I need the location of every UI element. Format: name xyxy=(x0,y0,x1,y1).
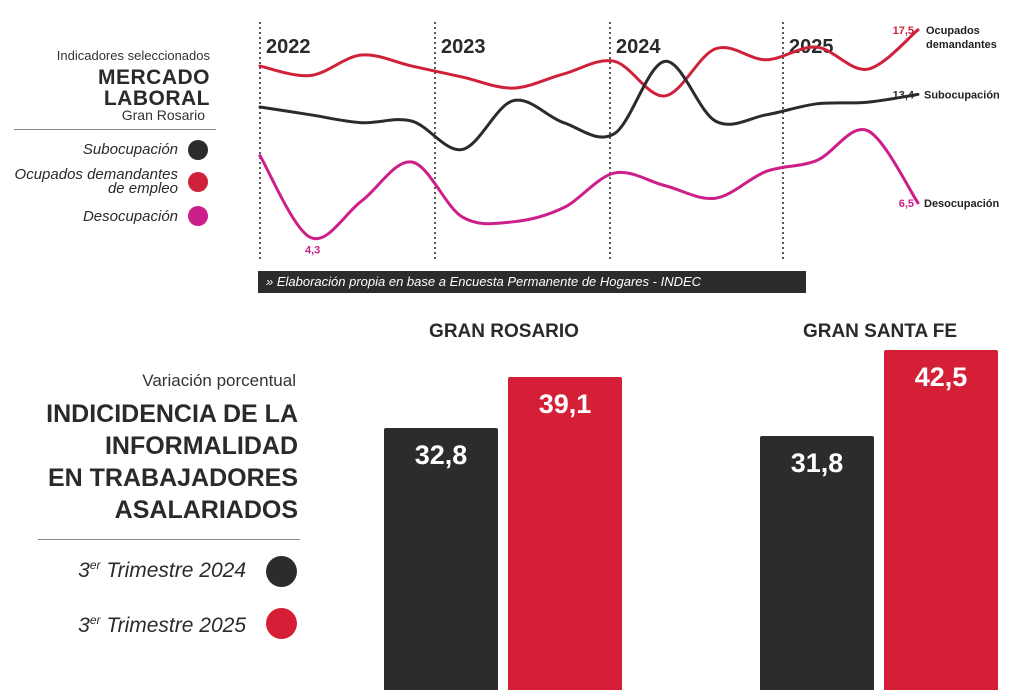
bar-value-label: 39,1 xyxy=(538,389,592,420)
bar-chart-title-line2: INFORMALIDAD xyxy=(104,432,298,460)
bar-legend-label-2025: 3er Trimestre 2025 xyxy=(0,613,246,638)
group-title-gran-santa-fe: GRAN SANTA FE xyxy=(802,321,958,342)
bar-value-label: 32,8 xyxy=(414,439,468,470)
bar-legend-2025-text: Trimestre 2025 xyxy=(100,614,246,637)
bar-legend-label-2024: 3er Trimestre 2024 xyxy=(0,558,246,583)
x-tick-2024: 2024 xyxy=(616,36,661,58)
bar-legend-2024-sup: er xyxy=(89,558,101,572)
source-note: » Elaboración propia en base a Encuesta … xyxy=(258,271,806,293)
end-value-ocupados-demandantes: 17,5 xyxy=(893,25,914,37)
legend-dot-desocupacion xyxy=(188,206,208,226)
point-label-desocupacion: 4,3 xyxy=(305,245,320,257)
end-name-desocupacion: Desocupación xyxy=(924,198,999,210)
bar-chart-title: INDICIDENCIA DE LA INFORMALIDAD EN TRABA… xyxy=(0,398,298,526)
series-line-subocupacion xyxy=(258,59,920,152)
series-line-desocupacion xyxy=(258,128,920,241)
x-tick-2022: 2022 xyxy=(266,36,311,58)
bar-gran-santa-fe-2025: 42,5 xyxy=(884,350,998,690)
chart-region: Gran Rosario xyxy=(121,107,205,123)
bar-chart-title-line1: INDICIDENCIA DE LA xyxy=(46,400,298,428)
end-value-desocupacion: 6,5 xyxy=(899,198,914,210)
legend-label-subocupacion: Subocupación xyxy=(82,141,178,158)
bar-legend-dot-2025 xyxy=(266,608,297,639)
bar-chart-subtitle: Variación porcentual xyxy=(142,371,296,390)
bar-legend-2024-text: Trimestre 2024 xyxy=(100,559,246,582)
legend-dot-subocupacion xyxy=(188,140,208,160)
bar-legend-2024-ordinal: 3 xyxy=(78,559,90,582)
end-value-subocupacion: 13,4 xyxy=(893,89,915,101)
bar-legend-divider xyxy=(38,539,300,540)
end-name-subocupacion: Subocupación xyxy=(924,89,1000,101)
bar-gran-rosario-2024: 32,8 xyxy=(384,427,498,690)
legend-dot-ocupados xyxy=(188,172,208,192)
chart-title-line2: LABORAL xyxy=(103,87,210,110)
bar-gran-rosario-2025: 39,1 xyxy=(508,377,622,690)
bar-legend-2025-ordinal: 3 xyxy=(78,614,90,637)
bar-chart-title-line4: ASALARIADOS xyxy=(114,496,298,524)
bar-legend-dot-2024 xyxy=(266,556,297,587)
legend-label-ocupados-2: de empleo xyxy=(107,180,178,197)
chart-subtitle: Indicadores seleccionados xyxy=(56,48,210,63)
x-tick-2023: 2023 xyxy=(441,36,486,58)
legend-label-desocupacion: Desocupación xyxy=(82,208,178,225)
end-name-ocupados-demandantes-1: Ocupados xyxy=(926,25,980,37)
legend-label-ocupados-1: Ocupados demandantes xyxy=(14,166,178,183)
end-name-ocupados-demandantes-2: demandantes xyxy=(926,39,997,51)
group-title-gran-rosario: GRAN ROSARIO xyxy=(429,321,579,342)
bar-value-label: 42,5 xyxy=(914,362,968,392)
bar-value-label: 31,8 xyxy=(790,447,844,478)
bar-chart-title-line3: EN TRABAJADORES xyxy=(47,464,298,492)
bar-gran-santa-fe-2024: 31,8 xyxy=(760,435,874,690)
chart-title-line1: MERCADO xyxy=(98,66,210,89)
legend-divider xyxy=(14,129,216,130)
bar-legend-2025-sup: er xyxy=(89,613,101,627)
series-line-ocupados-demandantes xyxy=(258,28,920,98)
